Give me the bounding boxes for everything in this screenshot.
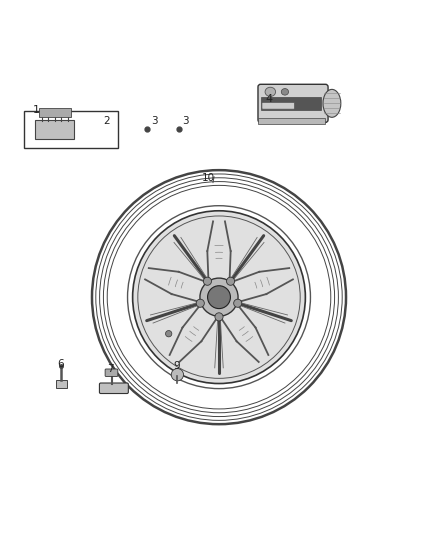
FancyBboxPatch shape [261,98,321,110]
FancyBboxPatch shape [105,369,118,376]
FancyBboxPatch shape [258,118,325,124]
Text: 3: 3 [151,116,158,126]
Circle shape [196,299,205,308]
Text: 9: 9 [173,361,180,372]
FancyBboxPatch shape [35,120,74,140]
Circle shape [133,211,305,384]
Text: 3: 3 [182,116,188,126]
Ellipse shape [281,88,289,95]
Text: 4: 4 [265,94,272,104]
Circle shape [208,286,230,309]
Text: 6: 6 [57,359,64,369]
Circle shape [233,299,242,308]
FancyBboxPatch shape [56,379,67,388]
Text: 2: 2 [103,116,110,126]
Text: 7: 7 [107,364,114,374]
FancyBboxPatch shape [39,108,71,117]
FancyBboxPatch shape [262,102,294,109]
FancyBboxPatch shape [258,84,328,123]
Ellipse shape [323,90,341,117]
Text: 10: 10 [201,173,215,183]
Circle shape [171,368,184,381]
Circle shape [200,278,238,316]
Circle shape [166,330,172,337]
Circle shape [226,277,235,285]
Ellipse shape [265,87,276,96]
Circle shape [203,277,212,285]
Circle shape [215,313,223,321]
Text: 1: 1 [33,106,40,115]
FancyBboxPatch shape [99,383,128,393]
